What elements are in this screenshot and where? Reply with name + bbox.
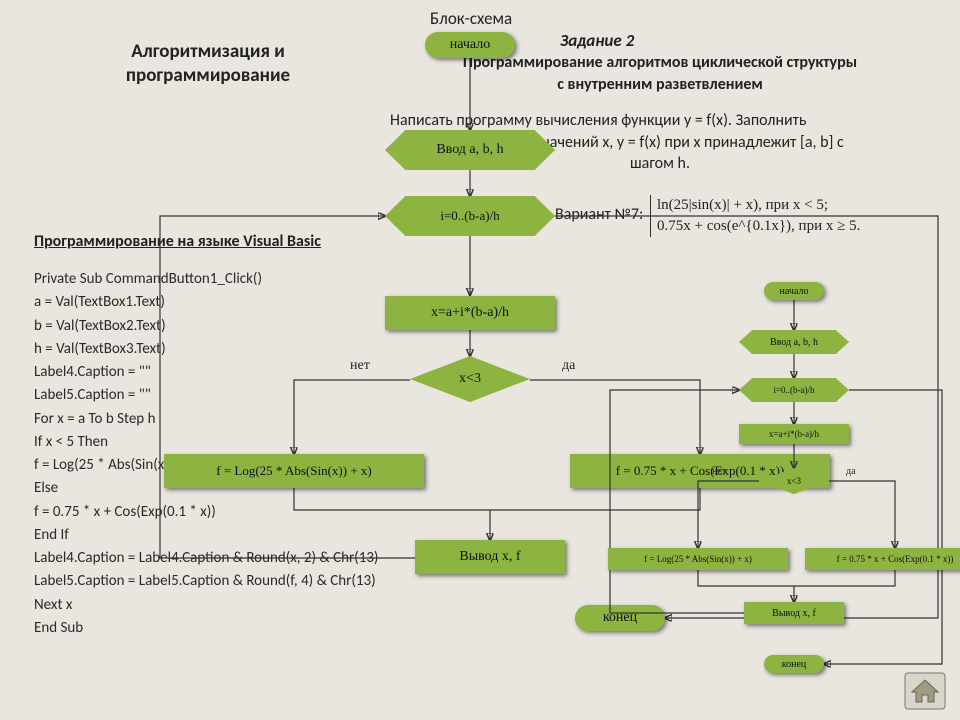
big-cond: x<3 [410, 356, 530, 402]
task-desc-1: Написать программу вычисления функции y … [390, 110, 930, 132]
small-input-label: Ввод a, b, h [739, 330, 849, 354]
main-title: Алгоритмизация и программирование [98, 40, 318, 88]
vb-heading: Программирование на языке Visual Basic [34, 232, 321, 251]
small-out: Вывод x, f [744, 602, 844, 624]
big-cond-label: x<3 [410, 356, 530, 402]
variant-label: Вариант №7: [555, 205, 643, 224]
scheme-title: Блок-схема [430, 8, 512, 29]
big-no: нет [350, 358, 370, 374]
small-start: начало [764, 282, 824, 300]
big-input-label: Ввод a, b, h [385, 130, 555, 170]
small-cond: x<3 [759, 468, 829, 494]
big-assign: x=a+i*(b-a)/h [385, 296, 555, 330]
home-button[interactable] [904, 672, 946, 710]
big-fno: f = Log(25 * Abs(Sin(x)) + x) [164, 454, 424, 488]
small-no: нет [712, 466, 726, 477]
big-out: Вывод x, f [415, 540, 565, 574]
big-loop-label: i=0..(b-a)/h [385, 196, 555, 236]
small-cond-label: x<3 [759, 468, 829, 494]
formula-block: ln(25|sin(x)| + x), при x < 5; 0.75x + c… [650, 195, 927, 237]
big-end: конец [575, 605, 665, 631]
task-name-2: с внутренним разветвлением [390, 74, 930, 96]
home-icon [904, 672, 946, 710]
task-number: Задание 2 [560, 30, 634, 51]
small-loop: i=0..(b-a)/h [739, 378, 849, 402]
big-start: начало [425, 32, 515, 58]
small-assign: x=a+i*(b-a)/h [739, 424, 849, 444]
formula-line-2: 0.75x + cos(e^{0.1x}), при x ≥ 5. [657, 216, 927, 237]
page: Алгоритмизация и программирование Блок-с… [0, 0, 960, 720]
formula-line-1: ln(25|sin(x)| + x), при x < 5; [657, 195, 927, 216]
small-loop-label: i=0..(b-a)/h [739, 378, 849, 402]
small-end: конец [764, 655, 824, 673]
small-fno: f = Log(25 * Abs(Sin(x)) + x) [608, 548, 788, 570]
small-yes: да [846, 466, 856, 477]
small-fyes: f = 0.75 * x + Cos(Exp(0.1 * x)) [805, 548, 960, 570]
big-loop: i=0..(b-a)/h [385, 196, 555, 236]
big-input: Ввод a, b, h [385, 130, 555, 170]
small-input: Ввод a, b, h [739, 330, 849, 354]
big-yes: да [562, 358, 575, 374]
